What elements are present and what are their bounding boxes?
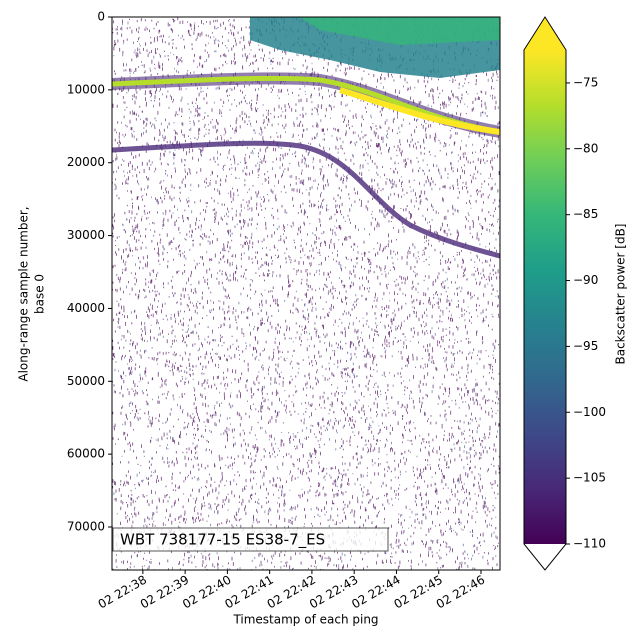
colorbar-tick-label: −95	[573, 339, 598, 353]
y-tick-label: 20000	[67, 155, 105, 169]
y-tick-label: 60000	[67, 447, 105, 461]
colorbar-label: Backscatter power [dB]	[614, 224, 628, 365]
surface-region	[300, 17, 500, 45]
colorbar-tick-label: −90	[573, 273, 598, 287]
annotation: WBT 738177-15 ES38-7_ES	[120, 531, 325, 550]
y-tick-label: 40000	[67, 301, 105, 315]
colorbar-tick-label: −75	[573, 75, 598, 89]
x-tick-label: 02 22:46	[434, 573, 487, 612]
scatter-layer	[112, 140, 500, 259]
x-axis-label: Timestamp of each ping	[232, 613, 378, 627]
plot-background	[112, 17, 500, 570]
scatter-layer	[339, 87, 500, 135]
colorbar-tick-label: −100	[573, 405, 606, 419]
y-axis-label: base 0	[33, 274, 47, 314]
annotation-box	[112, 527, 389, 552]
colorbar	[524, 50, 566, 544]
y-tick-label: 70000	[67, 520, 105, 534]
colorbar-tick-label: −85	[573, 207, 598, 221]
echogram	[112, 17, 500, 570]
y-tick-label: 0	[97, 10, 105, 24]
scatter-layer	[112, 75, 500, 135]
colorbar-extend-min	[524, 544, 566, 570]
colorbar-extend-max	[524, 17, 566, 50]
y-axis-label: Along-range sample number,	[17, 206, 31, 381]
colorbar-tick-label: −80	[573, 141, 598, 155]
colorbar-tick-label: −110	[573, 537, 606, 551]
colorbar-tick-label: −105	[573, 471, 606, 485]
y-tick-label: 10000	[67, 82, 105, 96]
y-tick-label: 50000	[67, 374, 105, 388]
plot-frame	[111, 16, 501, 571]
y-tick-label: 30000	[67, 228, 105, 242]
